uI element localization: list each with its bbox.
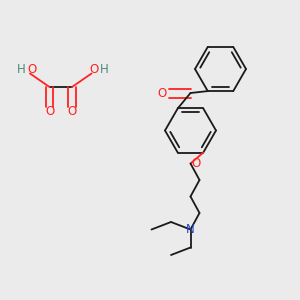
Text: O: O (68, 105, 76, 118)
Text: O: O (192, 157, 201, 170)
Text: H: H (100, 63, 109, 76)
Text: H: H (16, 63, 26, 76)
Text: O: O (28, 63, 37, 76)
Text: O: O (89, 63, 98, 76)
Text: O: O (158, 86, 166, 100)
Text: O: O (45, 105, 54, 118)
Text: N: N (186, 223, 195, 236)
